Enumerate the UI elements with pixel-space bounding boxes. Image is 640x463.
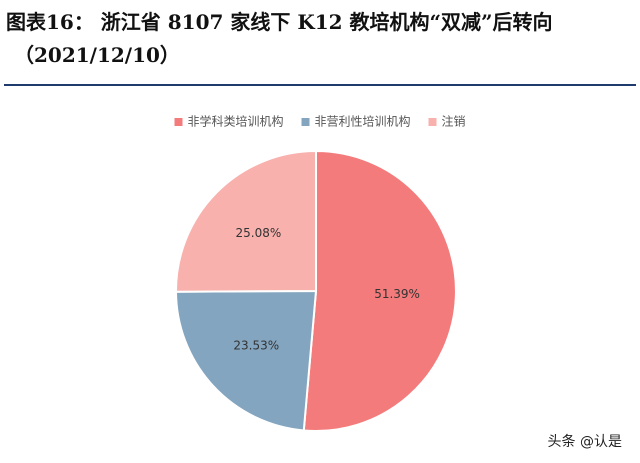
legend-label-1: 非学科类培训机构 — [188, 114, 284, 129]
legend-label-2: 非营利性培训机构 — [315, 114, 411, 129]
data-labels: 51.39% 23.53% 25.08% — [233, 226, 420, 352]
data-label-2: 23.53% — [233, 339, 279, 353]
pie-slice-2 — [174, 289, 318, 432]
title-divider — [4, 84, 636, 86]
title-line-2: （2021/12/10） — [14, 43, 180, 67]
legend-swatch-3 — [428, 118, 437, 126]
legend-swatch-1 — [174, 118, 183, 126]
pie-slice-1 — [302, 149, 457, 432]
legend: 非学科类培训机构 非营利性培训机构 注销 — [174, 114, 466, 129]
data-label-3: 25.08% — [236, 226, 282, 240]
pie-slices — [174, 149, 457, 432]
legend-label-3: 注销 — [442, 114, 466, 129]
title-line-1: 图表16： 浙江省 8107 家线下 K12 教培机构“双减”后转向 — [6, 10, 553, 34]
pie-chart: 非学科类培训机构 非营利性培训机构 注销 51.39% 23.53% 25.08% — [174, 114, 466, 432]
legend-swatch-2 — [301, 118, 310, 126]
pie-slice-3 — [174, 149, 317, 293]
data-label-1: 51.39% — [374, 287, 420, 301]
watermark: 头条 @认是 — [547, 434, 622, 450]
chart-title: 图表16： 浙江省 8107 家线下 K12 教培机构“双减”后转向 （2021… — [6, 6, 636, 72]
